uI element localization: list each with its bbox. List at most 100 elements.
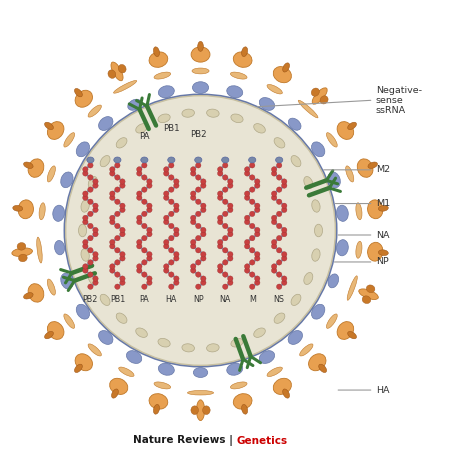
- Circle shape: [120, 183, 125, 188]
- Circle shape: [222, 260, 228, 265]
- Ellipse shape: [320, 96, 328, 104]
- Circle shape: [88, 248, 93, 253]
- Circle shape: [222, 284, 228, 290]
- Text: PA: PA: [139, 132, 150, 141]
- Circle shape: [282, 207, 287, 212]
- Circle shape: [136, 268, 142, 273]
- Ellipse shape: [136, 328, 147, 337]
- Circle shape: [120, 280, 125, 285]
- Circle shape: [174, 280, 179, 285]
- Circle shape: [282, 183, 287, 188]
- Circle shape: [120, 231, 125, 237]
- Ellipse shape: [312, 88, 327, 104]
- Circle shape: [120, 203, 125, 209]
- Ellipse shape: [108, 70, 116, 78]
- Ellipse shape: [362, 296, 371, 304]
- Ellipse shape: [283, 389, 289, 398]
- Text: NA: NA: [376, 230, 389, 240]
- Ellipse shape: [227, 363, 243, 375]
- Circle shape: [110, 264, 115, 269]
- Circle shape: [163, 243, 169, 249]
- Ellipse shape: [304, 177, 313, 188]
- Circle shape: [201, 251, 206, 257]
- Ellipse shape: [230, 72, 247, 79]
- Circle shape: [120, 227, 125, 233]
- Circle shape: [249, 260, 255, 265]
- Circle shape: [217, 167, 223, 172]
- Circle shape: [228, 179, 233, 184]
- Circle shape: [93, 231, 98, 237]
- Circle shape: [174, 183, 179, 188]
- Circle shape: [142, 235, 147, 241]
- Circle shape: [147, 179, 152, 184]
- Circle shape: [191, 264, 196, 269]
- Ellipse shape: [47, 166, 56, 182]
- Ellipse shape: [227, 86, 243, 98]
- Circle shape: [169, 211, 174, 217]
- Ellipse shape: [88, 344, 101, 356]
- Ellipse shape: [312, 249, 320, 261]
- Circle shape: [83, 171, 88, 176]
- Circle shape: [136, 264, 142, 269]
- Circle shape: [83, 219, 88, 225]
- Ellipse shape: [288, 330, 303, 345]
- Circle shape: [88, 163, 93, 168]
- Ellipse shape: [337, 205, 348, 221]
- Circle shape: [110, 215, 115, 220]
- Circle shape: [88, 199, 93, 204]
- Ellipse shape: [314, 224, 323, 237]
- Circle shape: [201, 276, 206, 281]
- Circle shape: [277, 272, 282, 277]
- Circle shape: [174, 276, 179, 281]
- Circle shape: [147, 183, 152, 188]
- Ellipse shape: [308, 354, 326, 371]
- Ellipse shape: [195, 157, 202, 163]
- Circle shape: [88, 187, 93, 192]
- Ellipse shape: [328, 172, 340, 188]
- Ellipse shape: [348, 122, 356, 130]
- Ellipse shape: [81, 200, 89, 212]
- Circle shape: [115, 187, 120, 192]
- Ellipse shape: [357, 159, 373, 177]
- Circle shape: [120, 276, 125, 281]
- Ellipse shape: [24, 293, 33, 299]
- Ellipse shape: [114, 157, 121, 163]
- Circle shape: [136, 219, 142, 225]
- Ellipse shape: [254, 328, 265, 337]
- Ellipse shape: [193, 368, 208, 377]
- Circle shape: [277, 187, 282, 192]
- Circle shape: [282, 231, 287, 237]
- Circle shape: [228, 203, 233, 209]
- Ellipse shape: [75, 364, 82, 373]
- Ellipse shape: [182, 344, 194, 352]
- Circle shape: [110, 219, 115, 225]
- Circle shape: [228, 183, 233, 188]
- Circle shape: [282, 276, 287, 281]
- Circle shape: [147, 227, 152, 233]
- Circle shape: [222, 175, 228, 180]
- Circle shape: [201, 207, 206, 212]
- Circle shape: [93, 280, 98, 285]
- Circle shape: [174, 179, 179, 184]
- Ellipse shape: [158, 114, 170, 123]
- Circle shape: [249, 235, 255, 241]
- Ellipse shape: [347, 276, 357, 300]
- Ellipse shape: [158, 86, 174, 98]
- Circle shape: [222, 187, 228, 192]
- Circle shape: [136, 240, 142, 245]
- Circle shape: [115, 272, 120, 277]
- Circle shape: [88, 235, 93, 241]
- Circle shape: [244, 243, 250, 249]
- Circle shape: [163, 195, 169, 200]
- Circle shape: [110, 268, 115, 273]
- Ellipse shape: [300, 344, 313, 356]
- Circle shape: [163, 167, 169, 172]
- Circle shape: [83, 268, 88, 273]
- Ellipse shape: [337, 321, 354, 339]
- Ellipse shape: [254, 124, 265, 133]
- Circle shape: [163, 240, 169, 245]
- Ellipse shape: [12, 248, 32, 257]
- Circle shape: [217, 268, 223, 273]
- Ellipse shape: [75, 354, 92, 371]
- Circle shape: [88, 211, 93, 217]
